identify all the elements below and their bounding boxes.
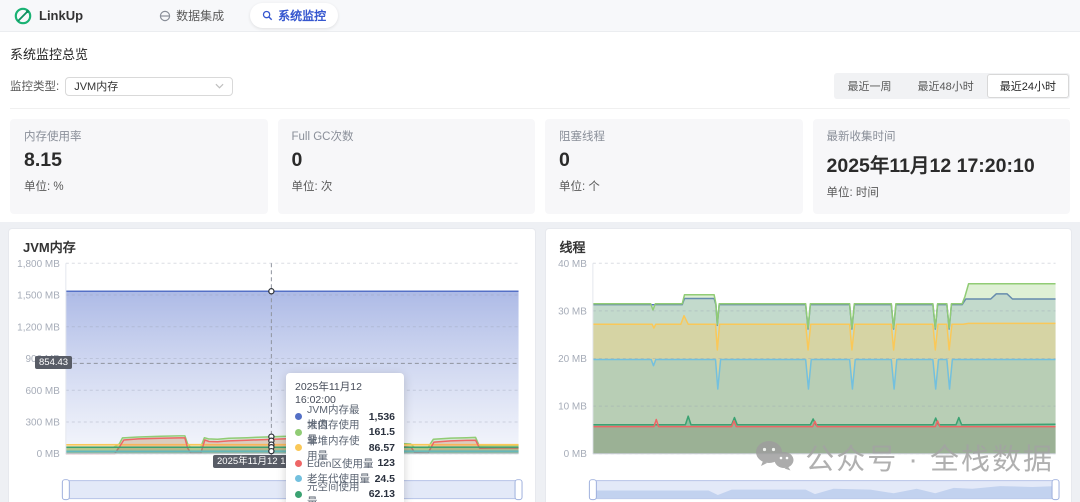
- wechat-icon: [753, 439, 795, 475]
- nav-item-label: 系统监控: [278, 9, 327, 23]
- watermark-text: 公众号 · 全栈数据: [805, 444, 1054, 476]
- brand[interactable]: LinkUp: [14, 7, 83, 25]
- watermark: 公众号 · 全栈数据: [753, 436, 1054, 478]
- series-dot: [295, 444, 302, 452]
- controls-row: 监控类型: JVM内存 最近一周 最近48小时 最近24小时: [10, 73, 1070, 109]
- linkup-logo-icon: [14, 7, 32, 25]
- chart-tooltip: 2025年11月12 16:02:00 JVM内存最大值 1,536 堆内存使用…: [286, 373, 404, 502]
- stat-value: 0: [291, 149, 303, 171]
- stat-value: 0: [559, 149, 570, 171]
- svg-text:0 MB: 0 MB: [37, 449, 61, 460]
- range-button-48h[interactable]: 最近48小时: [917, 81, 974, 93]
- series-dot: [295, 475, 302, 483]
- series-dot: [295, 490, 302, 498]
- tooltip-row: 非堆内存使用量 86.57: [295, 435, 395, 462]
- stat-value: 8.15: [24, 149, 62, 171]
- chevron-down-icon: [215, 83, 224, 89]
- crosshair-y-badge: 854.43: [35, 356, 73, 369]
- nav-item-system-monitor[interactable]: 系统监控: [250, 3, 339, 28]
- stat-card-full-gc: Full GC次数 0 单位: 次: [277, 119, 535, 214]
- top-navbar: LinkUp 数据集成 系统监控: [0, 0, 1080, 32]
- stat-value: 2025年11月12 17:20:10: [826, 155, 1035, 177]
- stat-unit: 单位: %: [24, 181, 64, 193]
- stat-label: 内存使用率: [24, 131, 82, 143]
- series-dot: [295, 413, 302, 421]
- time-range-group: 最近一周 最近48小时 最近24小时: [833, 73, 1070, 99]
- data-integration-icon: [159, 10, 171, 22]
- stat-label: 阻塞线程: [559, 131, 605, 143]
- monitor-type-value: JVM内存: [74, 81, 119, 93]
- stat-unit: 单位: 次: [291, 181, 333, 193]
- series-dot: [295, 428, 302, 436]
- page-title: 系统监控总览: [10, 47, 89, 62]
- threads-chart-card: 线程 0 MB 10 MB 20 MB 30 MB 40 MB: [544, 228, 1072, 502]
- svg-text:1,200 MB: 1,200 MB: [17, 322, 60, 333]
- threads-chart-canvas[interactable]: 0 MB 10 MB 20 MB 30 MB 40 MB: [546, 229, 1072, 502]
- tooltip-row: 元空间使用量 62.13: [295, 481, 395, 502]
- nav-item-label: 数据集成: [176, 9, 225, 23]
- brand-name: LinkUp: [39, 8, 84, 23]
- stat-card-memory-usage: 内存使用率 8.15 单位: %: [10, 119, 268, 214]
- svg-text:10 MB: 10 MB: [558, 402, 587, 413]
- series-dot: [295, 459, 302, 467]
- stat-unit: 单位: 个: [559, 181, 600, 193]
- jvm-chart-title: JVM内存: [23, 240, 76, 255]
- threads-chart-title: 线程: [559, 240, 586, 255]
- monitor-search-icon: [262, 10, 273, 21]
- tooltip-row: Eden区使用量 123: [295, 456, 395, 472]
- svg-text:1,500 MB: 1,500 MB: [17, 291, 60, 302]
- tooltip-title: 2025年11月12 16:02:00: [295, 381, 362, 406]
- stat-card-last-collect-time: 最新收集时间 2025年11月12 17:20:10 单位: 时间: [812, 119, 1070, 214]
- header-panel: 系统监控总览 监控类型: JVM内存 最近一周 最近48小时 最近24小时: [0, 32, 1080, 109]
- svg-text:40 MB: 40 MB: [558, 259, 587, 270]
- svg-text:30 MB: 30 MB: [558, 306, 587, 317]
- tooltip-row: JVM内存最大值 1,536: [295, 404, 395, 431]
- monitor-type-select[interactable]: JVM内存: [65, 76, 234, 96]
- svg-text:300 MB: 300 MB: [25, 418, 60, 429]
- stat-label: 最新收集时间: [826, 131, 896, 143]
- monitor-type-label: 监控类型:: [10, 81, 60, 93]
- stat-card-blocked-threads: 阻塞线程 0 单位: 个: [545, 119, 803, 214]
- svg-text:1,800 MB: 1,800 MB: [17, 259, 60, 270]
- stats-row: 内存使用率 8.15 单位: % Full GC次数 0 单位: 次 阻塞线程 …: [0, 109, 1080, 222]
- range-button-week[interactable]: 最近一周: [847, 81, 892, 93]
- stat-unit: 单位: 时间: [826, 187, 879, 199]
- svg-text:20 MB: 20 MB: [558, 354, 587, 365]
- range-button-24h[interactable]: 最近24小时: [986, 74, 1069, 98]
- svg-text:600 MB: 600 MB: [25, 386, 60, 397]
- svg-text:0 MB: 0 MB: [563, 449, 587, 460]
- tooltip-row: 老年代使用量 24.5: [295, 471, 395, 487]
- stat-label: Full GC次数: [291, 131, 354, 143]
- tooltip-row: 堆内存使用量 161.5: [295, 419, 395, 446]
- nav-item-data-integration[interactable]: 数据集成: [147, 3, 236, 28]
